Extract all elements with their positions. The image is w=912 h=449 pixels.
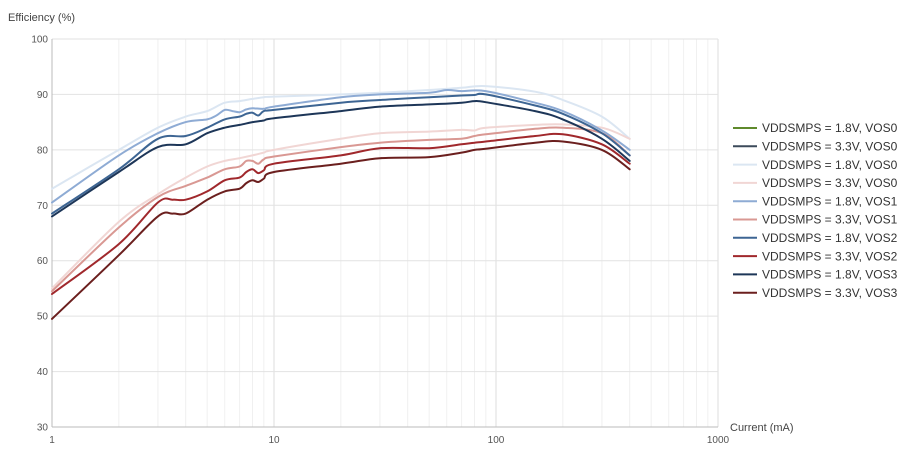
legend-item[interactable]: VDDSMPS = 1.8V, VOS0 [733,158,898,172]
x-tick-label: 1 [49,435,55,446]
legend-item[interactable]: VDDSMPS = 3.3V, VOS2 [733,249,898,263]
legend-item[interactable]: VDDSMPS = 1.8V, VOS2 [733,231,898,245]
legend-label: VDDSMPS = 3.3V, VOS0 [762,176,898,190]
y-tick-label: 50 [37,312,49,323]
legend-label: VDDSMPS = 1.8V, VOS0 [762,158,898,172]
x-axis-label: Current (mA) [730,422,794,434]
legend-label: VDDSMPS = 3.3V, VOS3 [762,286,898,300]
legend-label: VDDSMPS = 1.8V, VOS2 [762,231,898,245]
y-axis-label: Efficiency (%) [8,12,75,24]
legend-label: VDDSMPS = 3.3V, VOS0 [762,140,898,154]
y-tick-label: 40 [37,367,49,378]
x-tick-label: 100 [488,435,505,446]
y-tick-label: 80 [37,145,49,156]
legend-item[interactable]: VDDSMPS = 3.3V, VOS1 [733,213,898,227]
y-tick-label: 60 [37,256,49,267]
y-tick-label: 100 [31,35,48,46]
y-tick-label: 30 [37,423,49,434]
legend-label: VDDSMPS = 1.8V, VOS1 [762,194,898,208]
legend-item[interactable]: VDDSMPS = 3.3V, VOS0 [733,176,898,190]
legend-label: VDDSMPS = 1.8V, VOS3 [762,268,898,282]
x-tick-label: 1000 [707,435,730,446]
legend-item[interactable]: VDDSMPS = 1.8V, VOS0 [733,121,898,135]
legend-item[interactable]: VDDSMPS = 3.3V, VOS3 [733,286,898,300]
legend-item[interactable]: VDDSMPS = 3.3V, VOS0 [733,140,898,154]
legend-label: VDDSMPS = 3.3V, VOS1 [762,213,898,227]
legend-label: VDDSMPS = 3.3V, VOS2 [762,249,898,263]
legend-item[interactable]: VDDSMPS = 1.8V, VOS1 [733,194,898,208]
x-tick-label: 10 [268,435,280,446]
axes [52,39,718,427]
legend: VDDSMPS = 1.8V, VOS0 VDDSMPS = 3.3V, VOS0… [733,121,898,300]
legend-item[interactable]: VDDSMPS = 1.8V, VOS3 [733,268,898,282]
legend-label: VDDSMPS = 1.8V, VOS0 [762,121,898,135]
major-grid [52,39,718,427]
y-tick-label: 90 [37,90,49,101]
y-tick-label: 70 [37,201,49,212]
